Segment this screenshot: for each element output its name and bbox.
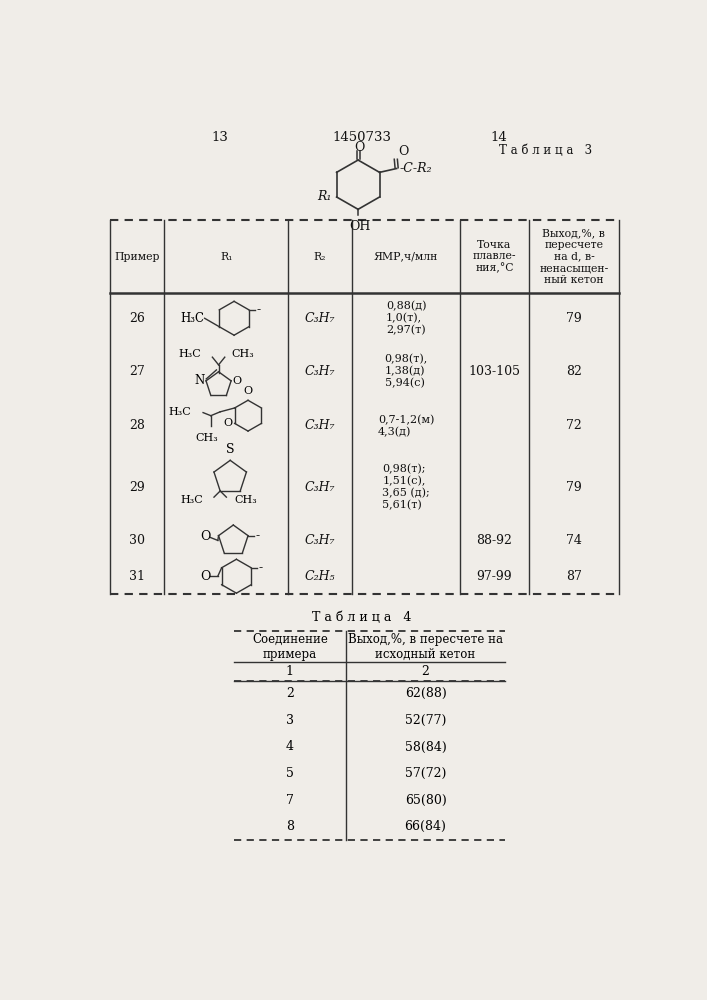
Text: C₃H₇: C₃H₇	[305, 419, 335, 432]
Text: C₃H₇: C₃H₇	[305, 365, 335, 378]
Text: 57(72): 57(72)	[405, 767, 446, 780]
Text: 31: 31	[129, 570, 145, 583]
Text: Соединение
примера: Соединение примера	[252, 633, 328, 661]
Text: -: -	[256, 529, 260, 542]
Text: O: O	[243, 386, 252, 396]
Text: 2: 2	[286, 687, 294, 700]
Text: 72: 72	[566, 419, 582, 432]
Text: 26: 26	[129, 312, 145, 325]
Text: 0,88(д)
1,0(т),
2,97(т): 0,88(д) 1,0(т), 2,97(т)	[386, 301, 426, 335]
Text: -: -	[257, 303, 261, 316]
Text: 0,98(т),
1,38(д)
5,94(с): 0,98(т), 1,38(д) 5,94(с)	[385, 354, 428, 388]
Text: 79: 79	[566, 481, 582, 494]
Text: 1450733: 1450733	[332, 131, 392, 144]
Text: C₂H₅: C₂H₅	[305, 570, 335, 583]
Text: S: S	[226, 443, 235, 456]
Text: 5: 5	[286, 767, 294, 780]
Text: -: -	[259, 561, 263, 574]
Text: R₁: R₁	[220, 252, 233, 262]
Text: CH₃: CH₃	[196, 433, 218, 443]
Text: 88-92: 88-92	[477, 534, 513, 547]
Text: N: N	[194, 374, 204, 387]
Text: H₃C: H₃C	[180, 312, 204, 325]
Text: 62(88): 62(88)	[404, 687, 446, 700]
Text: 3: 3	[286, 714, 294, 727]
Text: O: O	[398, 145, 409, 158]
Text: Точка
плавле-
ния,°C: Точка плавле- ния,°C	[473, 240, 516, 274]
Text: C₃H₇: C₃H₇	[305, 481, 335, 494]
Text: 66(84): 66(84)	[404, 820, 446, 833]
Text: 30: 30	[129, 534, 145, 547]
Text: H₃C: H₃C	[169, 407, 192, 417]
Text: H₃C: H₃C	[179, 349, 201, 359]
Text: 87: 87	[566, 570, 582, 583]
Text: R₂: R₂	[314, 252, 327, 262]
Text: 27: 27	[129, 365, 145, 378]
Text: OH: OH	[349, 220, 370, 233]
Text: 79: 79	[566, 312, 582, 325]
Text: H₃C: H₃C	[180, 495, 203, 505]
Text: CH₃: CH₃	[231, 349, 254, 359]
Text: 8: 8	[286, 820, 294, 833]
Text: -C-R₂: -C-R₂	[399, 162, 432, 175]
Text: Выход,%, в
пересчете
на d, в-
ненасыщен-
ный кетон: Выход,%, в пересчете на d, в- ненасыщен-…	[539, 228, 609, 285]
Text: 14: 14	[491, 131, 508, 144]
Text: Т а б л и ц а   3: Т а б л и ц а 3	[499, 144, 592, 157]
Text: C₃H₇: C₃H₇	[305, 312, 335, 325]
Text: O: O	[200, 530, 211, 543]
Text: 103-105: 103-105	[469, 365, 520, 378]
Text: R₁: R₁	[317, 190, 332, 204]
Text: Пример: Пример	[115, 252, 160, 262]
Text: 7: 7	[286, 794, 294, 807]
Text: 28: 28	[129, 419, 145, 432]
Text: Т а б л и ц а   4: Т а б л и ц а 4	[312, 611, 411, 624]
Text: 4: 4	[286, 740, 294, 753]
Text: 2: 2	[421, 665, 429, 678]
Text: 97-99: 97-99	[477, 570, 513, 583]
Text: 74: 74	[566, 534, 582, 547]
Text: Выход,%, в пересчете на
исходный кетон: Выход,%, в пересчете на исходный кетон	[348, 633, 503, 661]
Text: O: O	[200, 570, 211, 583]
Text: 13: 13	[211, 131, 228, 144]
Text: 0,98(т);
1,51(с),
3,65 (д);
5,61(т): 0,98(т); 1,51(с), 3,65 (д); 5,61(т)	[382, 464, 430, 510]
Text: 29: 29	[129, 481, 145, 494]
Text: 82: 82	[566, 365, 582, 378]
Text: O: O	[223, 418, 233, 428]
Text: 52(77): 52(77)	[405, 714, 446, 727]
Text: 65(80): 65(80)	[404, 794, 446, 807]
Text: C₃H₇: C₃H₇	[305, 534, 335, 547]
Text: O: O	[233, 376, 242, 386]
Text: O: O	[354, 141, 365, 154]
Text: CH₃: CH₃	[234, 495, 257, 505]
Text: ЯМР,ч/млн: ЯМР,ч/млн	[374, 252, 438, 262]
Text: 1: 1	[286, 665, 294, 678]
Text: 58(84): 58(84)	[404, 740, 446, 753]
Text: 0,7-1,2(м)
4,3(д): 0,7-1,2(м) 4,3(д)	[378, 415, 434, 437]
